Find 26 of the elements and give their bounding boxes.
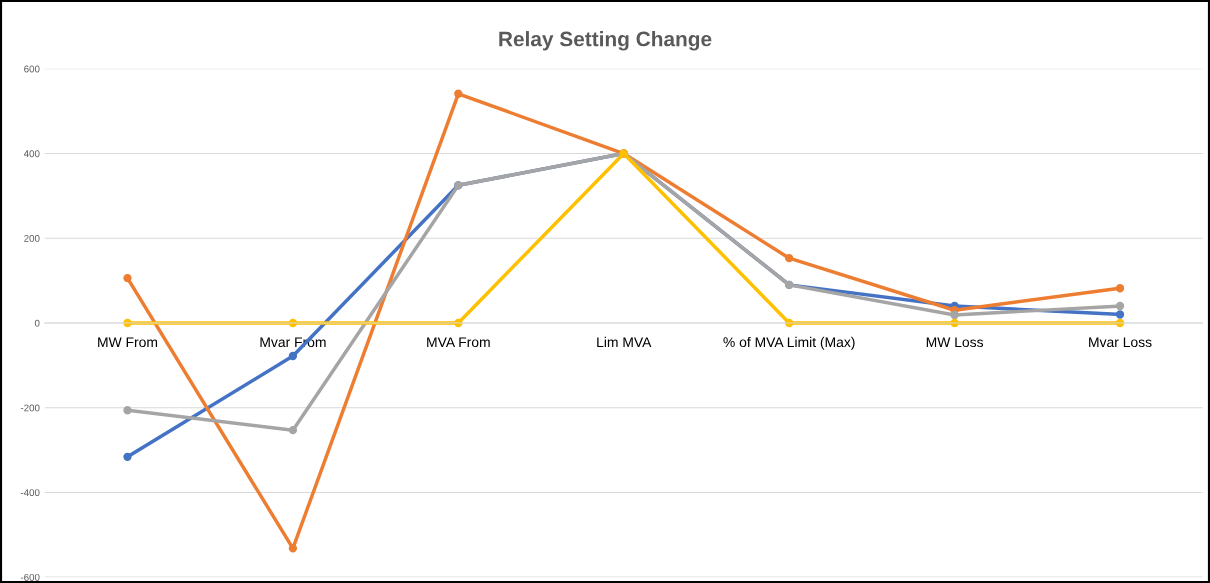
point	[288, 351, 298, 361]
point	[123, 273, 132, 283]
y-tick-label: -200	[20, 404, 40, 412]
x-tick-label: Mvar Loss	[1089, 337, 1152, 348]
chart-title: Relay Setting Change	[499, 31, 712, 51]
point	[950, 310, 959, 320]
y-tick-label: 0	[34, 319, 40, 327]
point	[785, 253, 794, 263]
point	[1115, 310, 1125, 319]
y-tick-label: 400	[23, 150, 40, 158]
x-tick-label: % of MVA Limit (Max)	[723, 336, 855, 350]
x-tick-label: MW Loss	[926, 337, 984, 348]
point	[288, 544, 298, 553]
point	[1115, 301, 1125, 311]
point	[123, 406, 132, 415]
point	[454, 89, 463, 98]
x-tick-label: MW From	[98, 337, 158, 348]
x-tick-label: MVA From	[427, 337, 490, 348]
point	[1115, 284, 1125, 293]
point	[123, 452, 132, 462]
y-tick-label: -400	[20, 489, 40, 497]
x-tick-label: Lim MVA	[597, 336, 652, 347]
y-tick-label: 600	[24, 65, 40, 73]
point	[288, 425, 298, 435]
y-tick-label: -600	[20, 573, 40, 581]
y-tick-label: 200	[24, 234, 40, 242]
